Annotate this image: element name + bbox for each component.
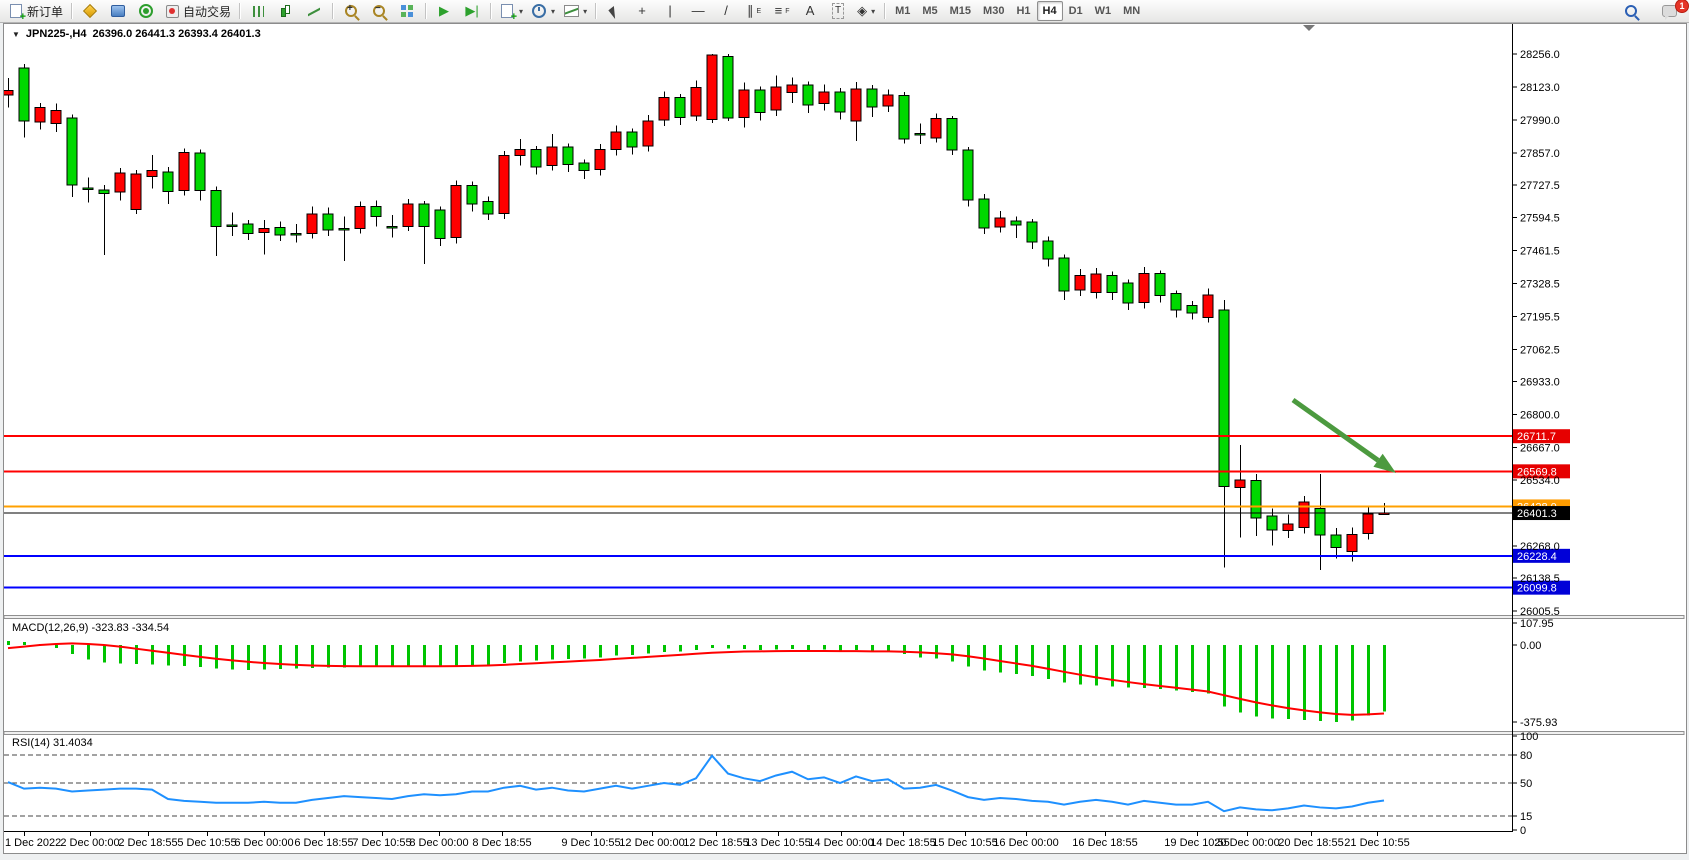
periods-button[interactable]: ▾ bbox=[527, 0, 559, 22]
signals-icon bbox=[139, 4, 154, 18]
signals-button[interactable] bbox=[132, 0, 160, 22]
fibonacci-button[interactable]: ≡ F bbox=[774, 3, 790, 18]
search-icon bbox=[1625, 5, 1637, 17]
shapes-icon: ◈ bbox=[857, 3, 868, 18]
hline-button[interactable]: — bbox=[684, 0, 712, 22]
fibonacci-icon: ≡ bbox=[774, 3, 783, 18]
tile-windows-icon bbox=[401, 5, 413, 17]
chart-window[interactable] bbox=[3, 23, 1687, 854]
text-button[interactable]: A bbox=[796, 0, 824, 22]
chevron-down-icon: ▾ bbox=[551, 6, 556, 16]
text-icon: A bbox=[805, 3, 815, 18]
timeframe-w1[interactable]: W1 bbox=[1094, 5, 1112, 17]
timeframe-m1[interactable]: M1 bbox=[895, 5, 911, 17]
auto-scroll-icon: ▶ bbox=[439, 3, 450, 18]
autotrading-icon bbox=[165, 4, 179, 18]
templates-button[interactable]: ▾ bbox=[559, 0, 591, 22]
toolbar-separator bbox=[71, 3, 73, 19]
metaeditor-button[interactable] bbox=[76, 0, 104, 22]
toolbar-separator bbox=[490, 3, 492, 19]
chart-shift-button[interactable]: ▶| bbox=[458, 0, 486, 22]
cursor-button[interactable] bbox=[600, 0, 628, 22]
candle-chart-button[interactable] bbox=[272, 0, 300, 22]
chart-symbol-period: JPN225-,H4 bbox=[25, 28, 87, 40]
cursor-icon bbox=[607, 5, 621, 19]
metaeditor-icon bbox=[82, 3, 98, 19]
autotrading-label: 自动交易 bbox=[183, 4, 232, 19]
periods-icon bbox=[532, 4, 547, 18]
chart-dropdown-icon[interactable]: ▼ bbox=[12, 29, 20, 39]
line-chart-icon bbox=[308, 5, 320, 17]
shapes-button[interactable]: ◈ ▾ bbox=[852, 0, 880, 22]
auto-scroll-button[interactable]: ▶ bbox=[430, 0, 458, 22]
new-order-label: 新订单 bbox=[27, 4, 64, 19]
chart-title: ▼ JPN225-,H4 26396.0 26441.3 26393.4 264… bbox=[12, 28, 261, 40]
toolbar-separator bbox=[595, 3, 597, 19]
add-indicator-icon bbox=[501, 4, 517, 23]
toolbar-right: 1 bbox=[1617, 0, 1689, 22]
chevron-down-icon: ▾ bbox=[583, 6, 588, 16]
chart-ohlc: 26396.0 26441.3 26393.4 26401.3 bbox=[92, 28, 261, 40]
chevron-down-icon: ▾ bbox=[871, 6, 876, 16]
notifications-button[interactable]: 1 bbox=[1655, 0, 1689, 22]
charts-button[interactable] bbox=[104, 0, 132, 22]
timeframe-m30[interactable]: M30 bbox=[983, 5, 1005, 17]
timeframe-m15[interactable]: M15 bbox=[949, 5, 972, 17]
toolbar-separator bbox=[425, 3, 427, 19]
timeframe-mn[interactable]: MN bbox=[1123, 5, 1141, 17]
crosshair-button[interactable]: + bbox=[628, 0, 656, 22]
bar-chart-icon bbox=[252, 5, 264, 17]
notifications-icon bbox=[1661, 5, 1677, 20]
vline-icon: | bbox=[668, 3, 672, 18]
candle-chart-icon bbox=[280, 5, 292, 17]
crosshair-icon: + bbox=[638, 3, 646, 18]
trendline-icon: / bbox=[724, 3, 728, 18]
zoom-in-button[interactable] bbox=[337, 0, 365, 22]
trendline-button[interactable]: / bbox=[712, 0, 740, 22]
tile-windows-button[interactable] bbox=[393, 0, 421, 22]
search-button[interactable] bbox=[1617, 0, 1645, 22]
templates-icon bbox=[563, 5, 579, 17]
toolbar-separator bbox=[239, 3, 241, 19]
chart-shift-icon: ▶| bbox=[465, 3, 479, 18]
new-order-button[interactable]: 新订单 bbox=[4, 0, 67, 23]
vline-button[interactable]: | bbox=[656, 0, 684, 22]
new-order-icon bbox=[10, 4, 26, 23]
chevron-down-icon: ▾ bbox=[519, 6, 524, 16]
label-button[interactable]: T bbox=[824, 0, 852, 22]
timeframe-m5[interactable]: M5 bbox=[922, 5, 938, 17]
zoom-out-icon bbox=[373, 3, 386, 17]
timeframe-d1[interactable]: D1 bbox=[1068, 5, 1083, 17]
toolbar: 新订单自动交易▶▶|▾▾▾+|—/∥E≡FAT◈▾M1M5M15M30H1H4D… bbox=[0, 0, 1689, 23]
toolbar-separator bbox=[332, 3, 334, 19]
label-icon: T bbox=[832, 3, 845, 19]
channel-button[interactable]: ∥ E bbox=[746, 3, 762, 18]
add-indicator-button[interactable]: ▾ bbox=[495, 0, 527, 23]
rsi-label: RSI(14) 31.4034 bbox=[12, 737, 93, 749]
zoom-out-button[interactable] bbox=[365, 0, 393, 22]
zoom-in-icon bbox=[345, 3, 358, 17]
bar-chart-button[interactable] bbox=[244, 0, 272, 22]
autotrading-button[interactable]: 自动交易 bbox=[160, 0, 235, 22]
hline-icon: — bbox=[691, 3, 705, 18]
timeframe-h4[interactable]: H4 bbox=[1036, 1, 1063, 21]
line-chart-button[interactable] bbox=[300, 0, 328, 22]
channel-icon: ∥ bbox=[746, 3, 754, 18]
timeframe-h1[interactable]: H1 bbox=[1016, 5, 1031, 17]
macd-label: MACD(12,26,9) -323.83 -334.54 bbox=[12, 622, 170, 634]
charts-icon bbox=[111, 5, 126, 17]
